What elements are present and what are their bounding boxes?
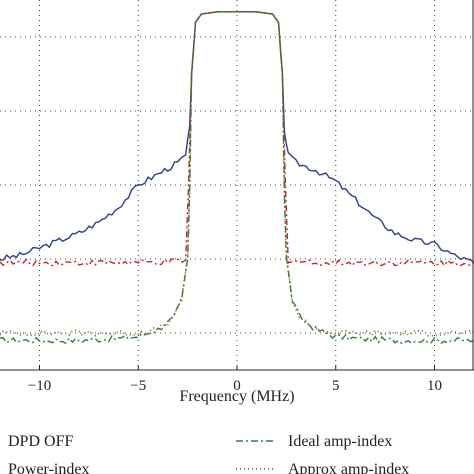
- x-axis-title: Frequency (MHz): [179, 388, 294, 405]
- x-tick-label-0: −10: [28, 378, 51, 394]
- x-ticks: −10 −5 0 5 10: [28, 365, 442, 394]
- x-tick-label-2: 0: [233, 378, 241, 394]
- x-tick-label-3: 5: [332, 378, 340, 394]
- series-line-2: [0, 11, 474, 345]
- series-line-1: [0, 11, 474, 267]
- legend-label-1: Power-index: [8, 461, 89, 474]
- x-tick-label-4: 10: [427, 378, 442, 394]
- legend-label-0: DPD OFF: [8, 433, 73, 450]
- legend: DPD OFF Power-index Ideal amp-index Approx …: [8, 433, 409, 474]
- x-tick-label-1: −5: [130, 378, 146, 394]
- legend-label-2: Ideal amp-index: [288, 433, 392, 450]
- grid: [0, 0, 474, 370]
- series-lines: [0, 10, 474, 345]
- legend-label-3: Approx amp-index: [288, 461, 409, 474]
